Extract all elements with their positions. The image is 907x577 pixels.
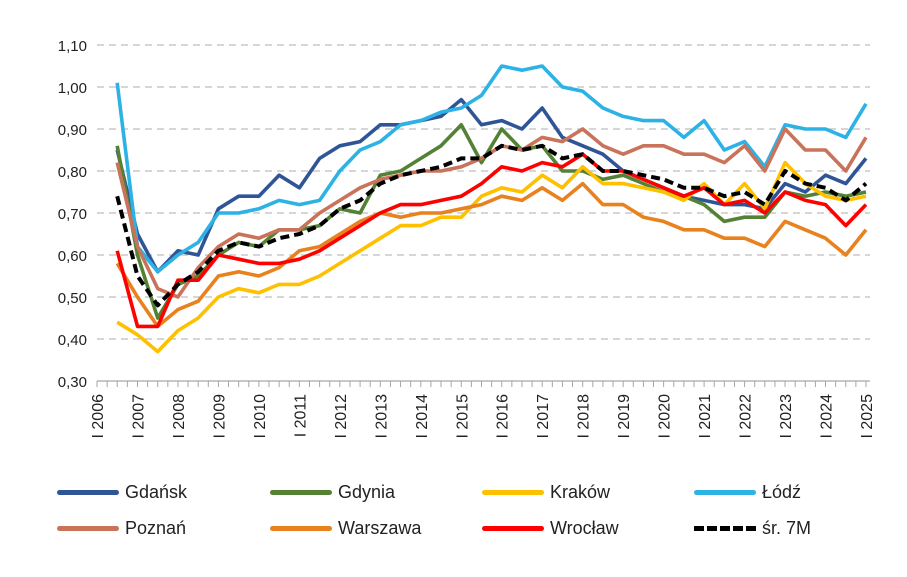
x-tick-label: I 2015: [454, 394, 471, 439]
series-line-5: [115, 181, 868, 329]
series-line-4: [115, 127, 868, 299]
x-tick-label: I 2018: [576, 394, 593, 439]
x-tick-label: I 2019: [616, 394, 633, 439]
series-lines: [115, 64, 868, 354]
gridlines: [97, 44, 870, 340]
y-tick-label: 0,40: [58, 332, 87, 349]
x-tick-label: I 2010: [252, 394, 269, 439]
x-tick-label: I 2009: [211, 394, 228, 439]
x-tick-label: I 2014: [414, 394, 431, 439]
series-line-6: [115, 152, 868, 329]
y-tick-label: 0,70: [58, 206, 87, 223]
y-tick-label: 0,50: [58, 290, 87, 307]
y-tick-label: 0,80: [58, 164, 87, 181]
y-tick-label: 1,00: [58, 80, 87, 97]
x-tick-label: I 2011: [292, 394, 309, 437]
x-tick-label: I 2006: [90, 394, 107, 439]
x-tick-label: I 2020: [657, 394, 674, 439]
y-tick-label: 1,10: [58, 38, 87, 55]
x-tick-label: I 2017: [535, 394, 552, 439]
x-tick-label: I 2021: [697, 394, 714, 439]
x-tick-label: I 2025: [859, 394, 876, 439]
series-line-0: [115, 97, 868, 274]
y-tick-label: 0,90: [58, 122, 87, 139]
x-tick-label: I 2023: [778, 394, 795, 439]
x-tick-label: I 2007: [130, 394, 147, 439]
x-tick-label: I 2008: [171, 394, 188, 439]
y-tick-label: 0,60: [58, 248, 87, 265]
x-tick-label: I 2016: [495, 394, 512, 439]
series-line-3: [115, 64, 868, 274]
x-tick-label: I 2013: [373, 394, 390, 439]
series-line-7: [115, 143, 868, 308]
x-tick-label: I 2024: [819, 394, 836, 439]
axes: 0,30 0,40 0,50 0,60 0,70 0,80 0,90 1,00 1,10 I 20…: [58, 38, 876, 438]
x-tick-label: I 2012: [333, 394, 350, 439]
y-tick-label: 0,30: [58, 374, 87, 391]
series-line-2: [116, 160, 867, 354]
x-tick-label: I 2022: [738, 394, 755, 439]
